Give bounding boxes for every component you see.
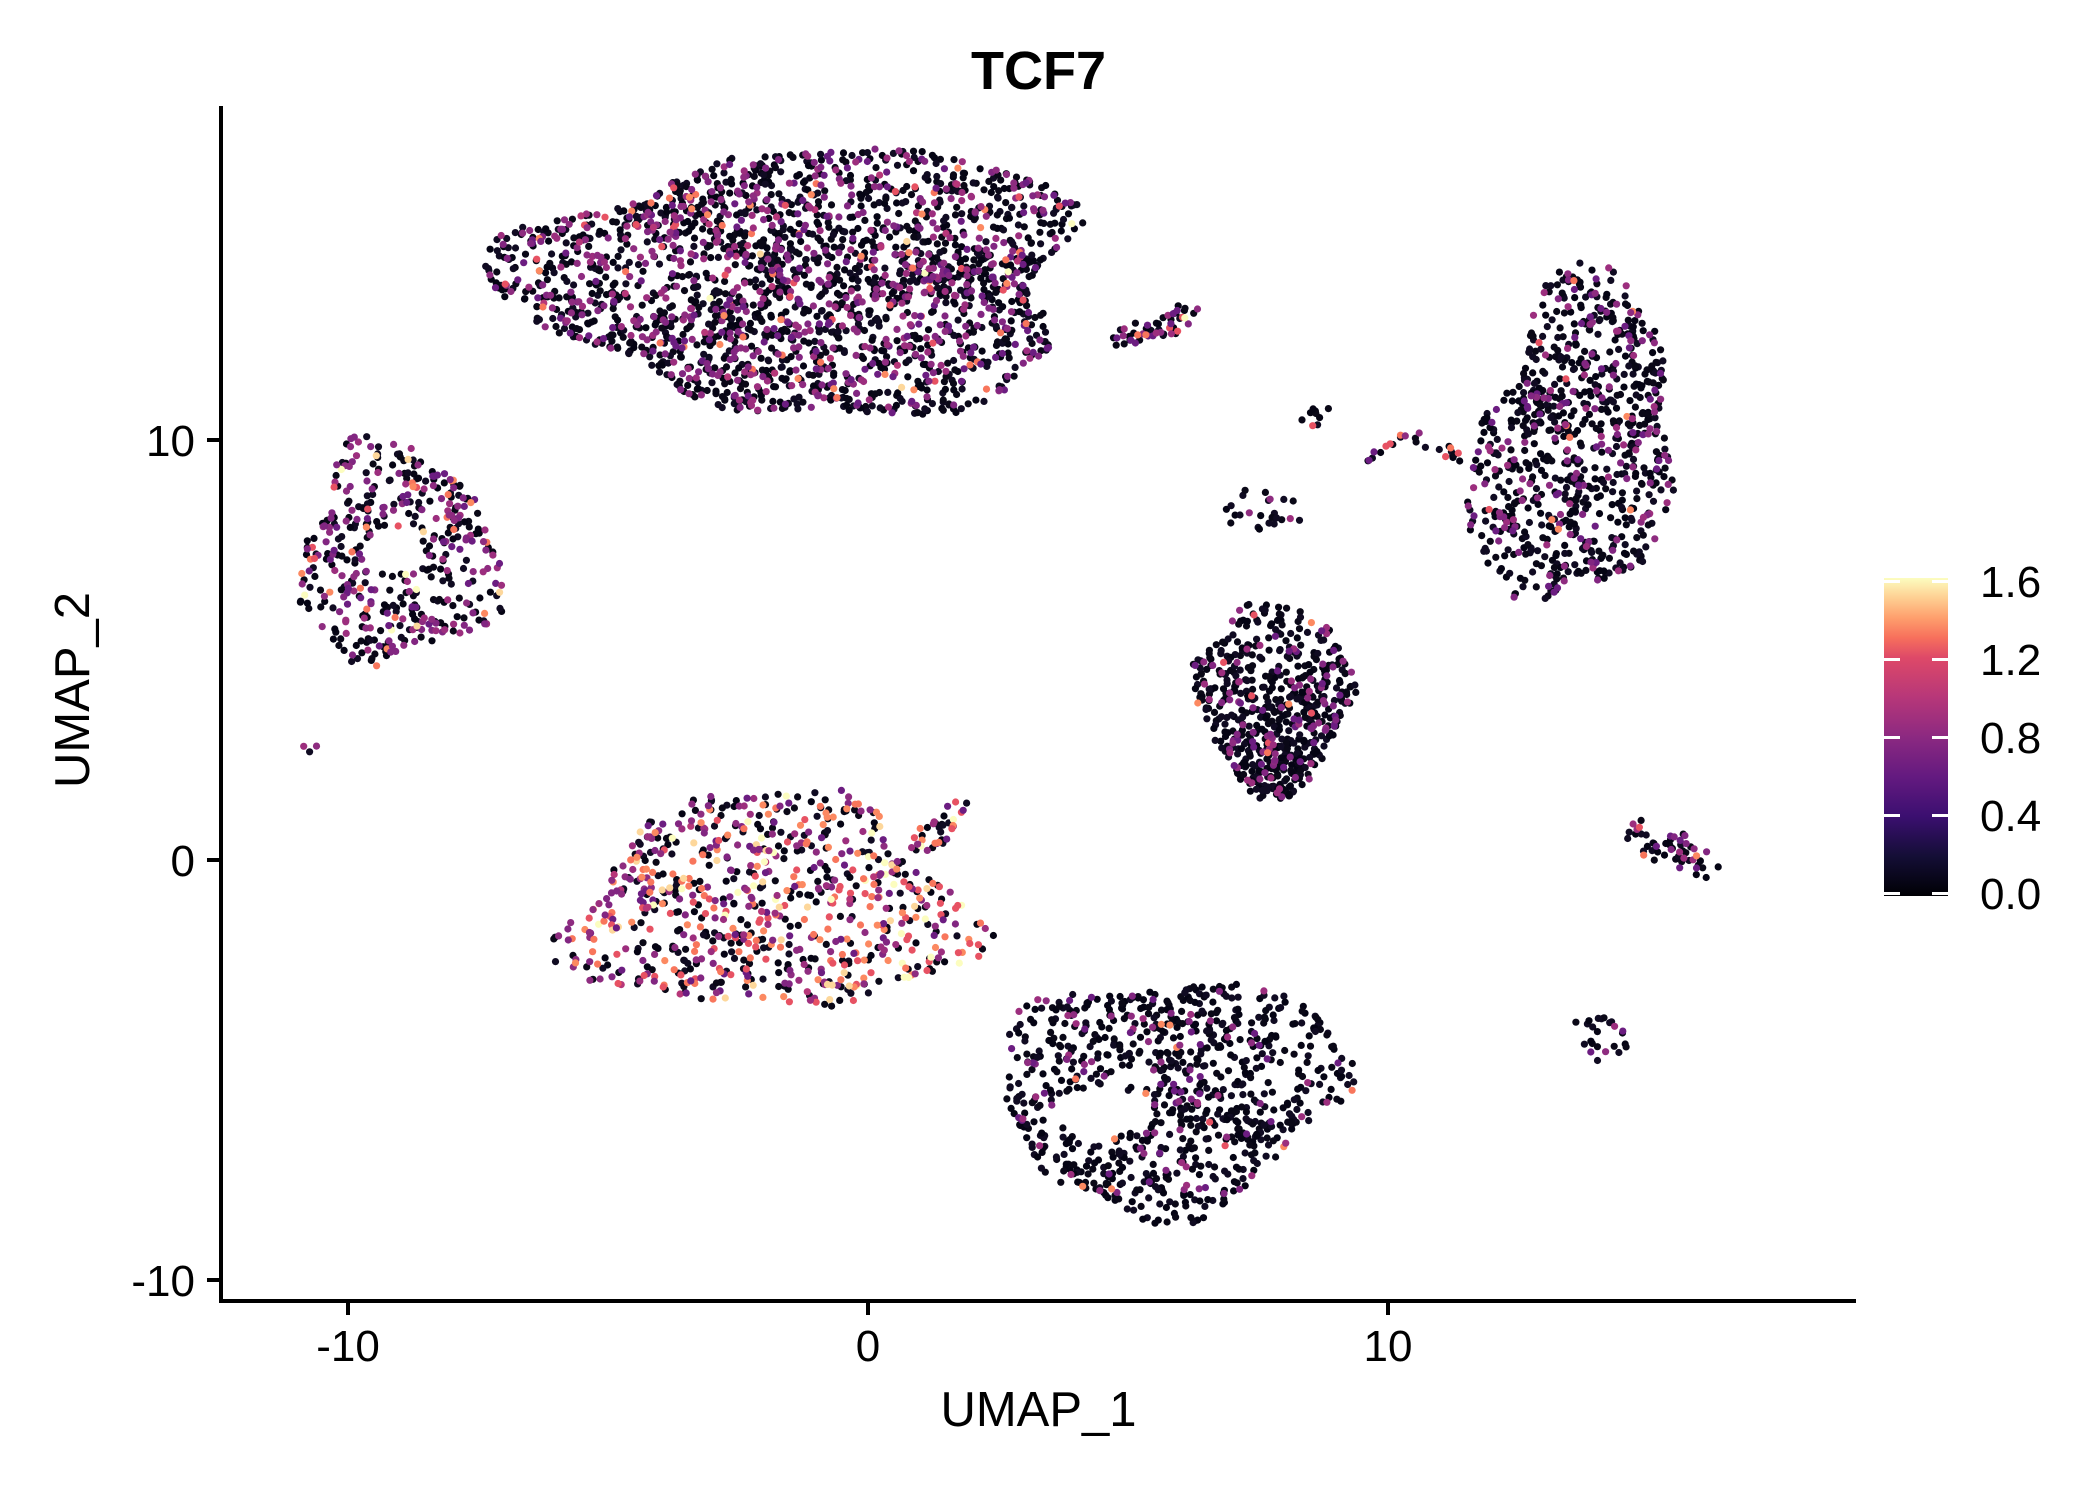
colorbar-tick <box>1932 580 1948 583</box>
cluster-mid-clump-a <box>1298 405 1332 430</box>
y-tick-label: -10 <box>131 1257 195 1306</box>
colorbar-tick <box>1932 658 1948 661</box>
y-axis-title: UMAP_2 <box>46 591 100 789</box>
colorbar-tick <box>1884 658 1900 661</box>
cluster-mid-clump-b <box>1222 486 1304 533</box>
cluster-tiny-pair <box>300 742 321 756</box>
colorbar <box>1884 578 1948 896</box>
colorbar-tick-label: 0.8 <box>1980 714 2042 763</box>
cluster-mid-streak-2 <box>1421 442 1492 473</box>
cluster-mid-triangle <box>1189 600 1360 802</box>
cluster-right-comet <box>1624 816 1722 882</box>
colorbar-tick <box>1932 736 1948 739</box>
cluster-top-right-arm <box>1109 302 1202 349</box>
cluster-left-donut <box>296 433 506 670</box>
y-tick-label: 0 <box>171 837 195 886</box>
colorbar-tick-label: 0.0 <box>1980 870 2042 919</box>
x-tick-label: -10 <box>316 1322 380 1371</box>
cluster-mid-streak-1 <box>1364 429 1423 465</box>
cluster-right-crescent <box>1464 259 1677 603</box>
cluster-bottom-right-blob <box>1572 1014 1630 1065</box>
colorbar-tick-label: 0.4 <box>1980 792 2042 841</box>
cluster-top-main-blob <box>482 145 1087 418</box>
colorbar-tick <box>1932 814 1948 817</box>
colorbar-tick <box>1932 892 1948 895</box>
points-layer <box>296 145 1722 1227</box>
colorbar-tick-label: 1.2 <box>1980 636 2042 685</box>
colorbar-tick <box>1884 892 1900 895</box>
cluster-center-hot-blob <box>550 786 998 1010</box>
colorbar-tick <box>1884 580 1900 583</box>
x-tick-label: 0 <box>856 1322 880 1371</box>
colorbar-tick <box>1884 736 1900 739</box>
cluster-bottom-blob <box>1003 980 1358 1227</box>
cluster-center-hot-arm <box>908 798 971 855</box>
colorbar-tick <box>1884 814 1900 817</box>
x-tick-label: 10 <box>1364 1322 1413 1371</box>
plot-title: TCF7 <box>971 41 1106 101</box>
colorbar-tick-label: 1.6 <box>1980 558 2042 607</box>
y-tick-label: 10 <box>146 417 195 466</box>
x-axis-title: UMAP_1 <box>940 1383 1137 1437</box>
